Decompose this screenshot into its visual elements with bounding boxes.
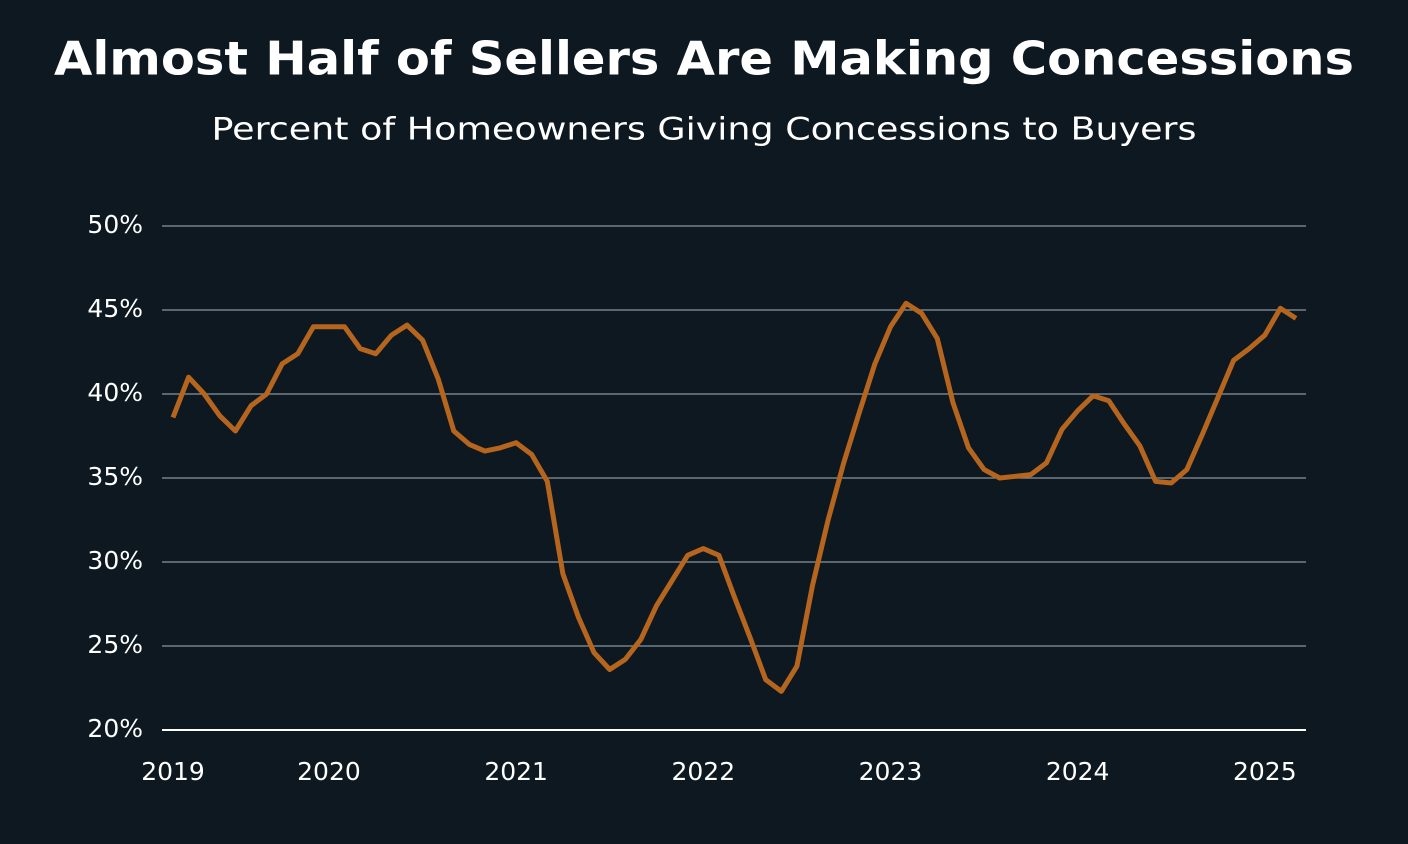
x-tick-label: 2020 <box>297 757 361 786</box>
x-tick-label: 2021 <box>484 757 548 786</box>
line-series <box>170 300 1298 694</box>
chart-title: Almost Half of Sellers Are Making Conces… <box>54 32 1354 86</box>
x-tick-label: 2024 <box>1046 757 1110 786</box>
y-tick-label: 25% <box>87 630 143 659</box>
x-tick-label: 2025 <box>1233 757 1297 786</box>
y-tick-label: 50% <box>87 210 143 239</box>
chart-subtitle: Percent of Homeowners Giving Concessions… <box>212 112 1197 148</box>
y-tick-label: 20% <box>87 714 143 743</box>
x-tick-label: 2022 <box>671 757 735 786</box>
x-tick-label: 2023 <box>859 757 923 786</box>
y-tick-label: 45% <box>87 294 143 323</box>
y-tick-label: 40% <box>87 378 143 407</box>
y-tick-label: 35% <box>87 462 143 491</box>
y-tick-label: 30% <box>87 546 143 575</box>
x-tick-label: 2019 <box>141 757 205 786</box>
